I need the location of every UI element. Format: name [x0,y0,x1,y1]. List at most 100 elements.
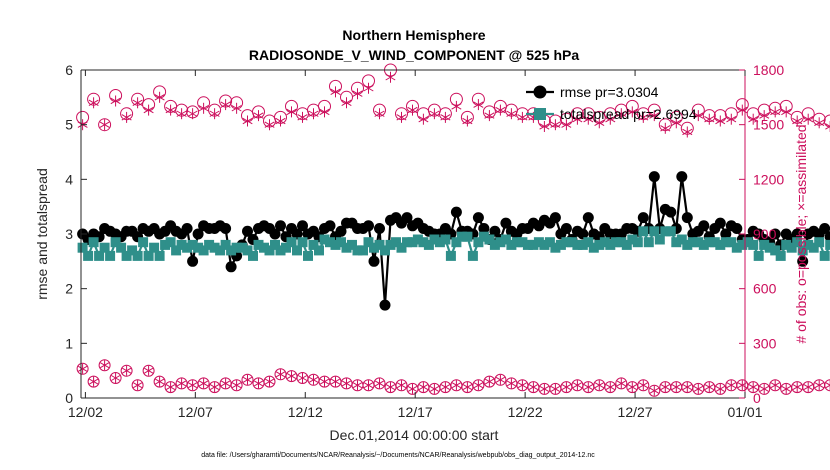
totalspread-point [715,239,726,250]
rmse-point [797,255,809,267]
obs-low-count-marker [307,373,320,386]
totalspread-point [434,237,445,248]
obs-low-count-marker [164,381,177,394]
obs-low-count-marker [230,379,243,392]
obs-assimilated-marker [506,108,517,120]
x-tick-label: 12/22 [508,404,543,420]
totalspread-point [193,242,204,253]
totalspread-point [127,245,138,256]
rmse-point [335,225,347,237]
totalspread-point [132,250,143,261]
totalspread-point [83,250,94,261]
obs-assimilated-marker [638,111,649,123]
totalspread-point [506,239,517,250]
totalspread-point [577,239,588,250]
totalspread-point [259,242,269,253]
totalspread-point [550,242,561,253]
totalspread-point [198,245,209,256]
rmse-point [450,206,462,218]
totalspread-point [297,237,308,248]
totalspread-point [396,242,407,253]
totalspread-point [226,245,237,256]
totalspread-point [803,239,814,250]
totalspread-point [649,226,660,237]
obs-low-count-marker [241,373,254,386]
rmse-point [275,220,286,232]
totalspread-point [489,239,500,250]
right-y-tick-label: 900 [753,226,777,242]
obs-low-count-marker [373,377,386,390]
obs-assimilated-marker [385,71,396,83]
obs-assimilated-marker [363,82,374,94]
obs-assimilated-marker [220,99,231,111]
obs-low-count-marker [615,377,628,390]
totalspread-point [671,237,682,248]
x-tick-label: 12/02 [68,404,103,420]
obs-assimilated-marker [550,119,561,131]
obs-low-count-marker [131,379,144,392]
chart-title-line2: RADIOSONDE_V_WIND_COMPONENT @ 525 hPa [249,47,579,63]
obs-assimilated-marker [517,111,528,123]
totalspread-point [281,242,291,253]
rmse-point [698,220,710,232]
totalspread-point [253,239,264,250]
rmse-point [297,220,308,232]
totalspread-point [621,239,632,250]
totalspread-point [220,239,231,250]
obs-low-count-marker [263,375,276,388]
legend: rmse pr=3.0304 totalspread pr=2.6994 [526,84,697,122]
legend-rmse-marker [533,85,547,99]
obs-assimilated-marker [341,97,352,109]
obs-assimilated-marker [484,110,495,122]
obs-assimilated-marker [418,113,429,125]
rmse-point [681,212,693,224]
rmse-point [181,223,193,234]
obs-assimilated-marker [308,108,319,120]
obs-assimilated-marker [110,95,121,107]
obs-assimilated-marker [264,119,275,131]
rmse-point [665,206,677,218]
obs-assimilated-marker [660,122,671,134]
rmse-point [560,223,572,234]
rmse-point [648,171,660,183]
totalspread-point [358,245,368,256]
obs-assimilated-marker [374,108,385,120]
totalspread-point [610,237,621,248]
totalspread-point [154,250,165,261]
obs-low-count-marker [417,381,430,394]
left-y-tick-label: 2 [65,281,73,297]
rmse-point [720,228,732,240]
totalspread-point [462,231,473,242]
totalspread-point [566,237,577,248]
totalspread-point [544,237,555,248]
obs-assimilated-marker [770,106,781,118]
totalspread-point [467,250,478,261]
totalspread-point [286,237,297,248]
obs-low-count-marker [725,379,738,392]
totalspread-point [330,239,341,250]
totalspread-point [561,237,572,248]
totalspread-point [231,242,242,253]
obs-assimilated-marker [154,91,165,103]
obs-assimilated-marker [616,108,627,120]
totalspread-point [412,234,423,245]
obs-assimilated-marker [704,113,715,125]
totalspread-point [698,239,709,250]
totalspread-point [237,242,248,253]
totalspread-point [627,234,638,245]
totalspread-point [445,250,456,261]
obs-low-count-marker [120,364,133,377]
totalspread-point [693,237,704,248]
totalspread-point [209,242,220,253]
rmse-point [714,217,726,229]
obs-assimilated-marker [825,121,830,132]
chart-title-line1: Northern Hemisphere [342,27,485,43]
obs-assimilated-marker [297,111,308,123]
totalspread-point [176,239,187,250]
obs-low-count-marker [758,382,771,395]
obs-low-count-marker [428,382,441,395]
obs-low-count-marker [516,379,529,392]
totalspread-point [599,237,610,248]
left-y-tick-label: 4 [65,171,73,187]
